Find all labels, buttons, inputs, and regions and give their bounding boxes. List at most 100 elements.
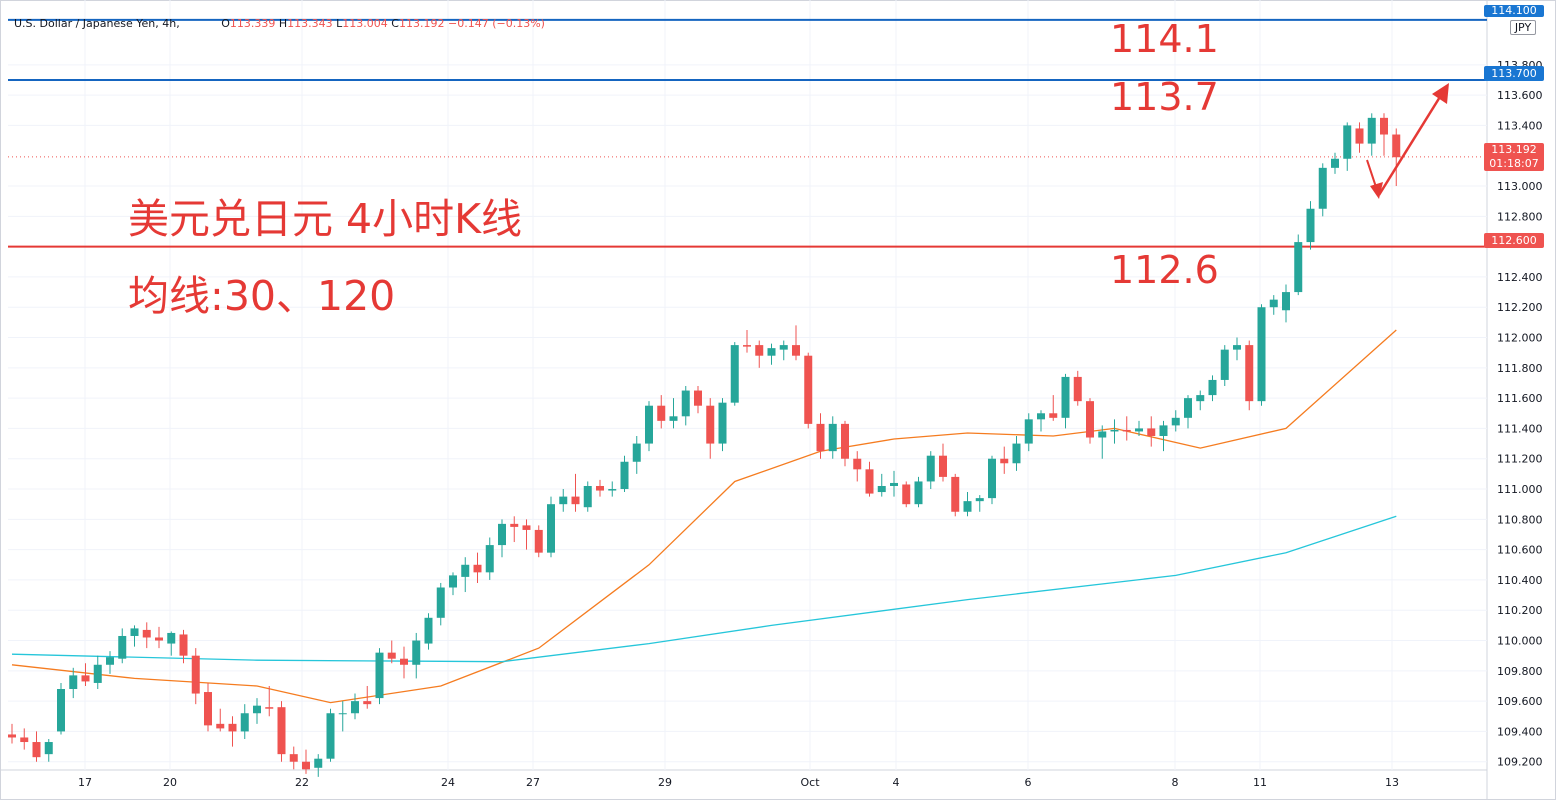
- candle-body: [1171, 417, 1180, 426]
- candle: [1147, 416, 1156, 447]
- candle: [1257, 304, 1266, 406]
- arrow-head-up: [1432, 83, 1449, 104]
- candle-body: [118, 635, 127, 659]
- candle: [473, 552, 482, 583]
- y-tick-label: 109.600: [1497, 695, 1543, 708]
- candle: [69, 667, 78, 699]
- candle: [939, 443, 947, 482]
- forecast-arrow-up: [1377, 91, 1445, 196]
- candle-body: [167, 632, 176, 644]
- candle-body: [326, 713, 335, 759]
- candle: [1343, 122, 1352, 171]
- candle: [228, 716, 237, 747]
- x-tick-label: 17: [78, 776, 92, 789]
- candle: [461, 557, 470, 593]
- candle: [387, 640, 396, 664]
- candle-body: [1061, 376, 1070, 418]
- candle: [596, 479, 604, 497]
- candle: [289, 746, 298, 770]
- candle-body: [767, 348, 776, 356]
- candle-body: [1184, 398, 1192, 418]
- candle: [338, 701, 347, 732]
- x-tick-label: 8: [1172, 776, 1179, 789]
- candle: [1086, 398, 1094, 444]
- candle-body: [718, 402, 727, 444]
- candle-body: [1294, 242, 1303, 293]
- candle: [865, 461, 874, 497]
- candle-body: [583, 485, 592, 508]
- high-value: 113.343: [287, 17, 333, 30]
- candle-body: [730, 345, 739, 403]
- candle-body: [191, 655, 200, 694]
- candle-body: [669, 416, 678, 421]
- candle-body: [1257, 307, 1266, 402]
- candle-body: [1122, 429, 1131, 432]
- candle-body: [1110, 429, 1119, 432]
- candle: [755, 340, 764, 368]
- candle: [1049, 395, 1058, 421]
- candle: [8, 723, 16, 744]
- candle: [963, 492, 972, 517]
- candle: [1208, 375, 1217, 402]
- candle-body: [1343, 125, 1352, 159]
- open-label: O: [221, 17, 230, 30]
- candle-body: [975, 498, 984, 502]
- candle: [828, 416, 837, 459]
- y-tick-label: 111.200: [1497, 453, 1543, 466]
- candle-body: [155, 637, 163, 641]
- candle: [632, 436, 641, 474]
- candle-body: [988, 458, 996, 499]
- candle-body: [253, 705, 261, 714]
- candle: [20, 728, 29, 750]
- candle-body: [314, 758, 323, 768]
- low-value: 113.004: [342, 17, 388, 30]
- candle-body: [1367, 117, 1376, 144]
- ma-30-line: [11, 329, 1397, 704]
- candle: [779, 340, 788, 361]
- candle: [204, 682, 212, 732]
- candle-body: [632, 443, 641, 462]
- candle-body: [596, 485, 604, 491]
- currency-badge[interactable]: JPY: [1510, 20, 1536, 35]
- candle-body: [93, 664, 102, 683]
- grid: [8, 0, 1487, 770]
- candle: [485, 537, 494, 580]
- candle-body: [755, 345, 764, 356]
- candle: [191, 648, 200, 705]
- candle-body: [461, 564, 470, 577]
- change-value: −0.147 (−0.13%): [447, 17, 545, 30]
- candle-body: [436, 587, 445, 618]
- candle: [559, 489, 568, 512]
- candle: [1294, 234, 1303, 296]
- candle-body: [792, 345, 800, 356]
- bar-countdown: 01:18:07: [1489, 157, 1539, 170]
- candle: [1269, 295, 1278, 315]
- candle: [620, 455, 629, 493]
- candle-body: [302, 761, 310, 770]
- candle-body: [1233, 345, 1241, 350]
- candle: [81, 663, 90, 686]
- chart-subtitle: 均线:30、120: [128, 272, 396, 320]
- candle: [669, 398, 678, 429]
- candle-body: [240, 713, 249, 732]
- candle-body: [657, 405, 666, 421]
- candle: [1380, 113, 1388, 156]
- candle: [106, 651, 114, 674]
- candle: [522, 519, 531, 550]
- y-tick-label: 110.600: [1497, 544, 1543, 557]
- candle-body: [485, 545, 494, 573]
- candle-body: [1306, 208, 1315, 243]
- candle-body: [1049, 413, 1058, 418]
- candle: [1196, 390, 1205, 411]
- candle-body: [8, 734, 16, 738]
- candle: [1098, 425, 1107, 459]
- candle: [216, 708, 225, 732]
- candle-body: [1245, 345, 1254, 402]
- candle-body: [216, 723, 225, 729]
- y-tick-label: 110.800: [1497, 513, 1543, 526]
- candle: [424, 613, 433, 650]
- candle-body: [498, 523, 506, 546]
- candle: [375, 648, 384, 705]
- candle-body: [1331, 158, 1339, 168]
